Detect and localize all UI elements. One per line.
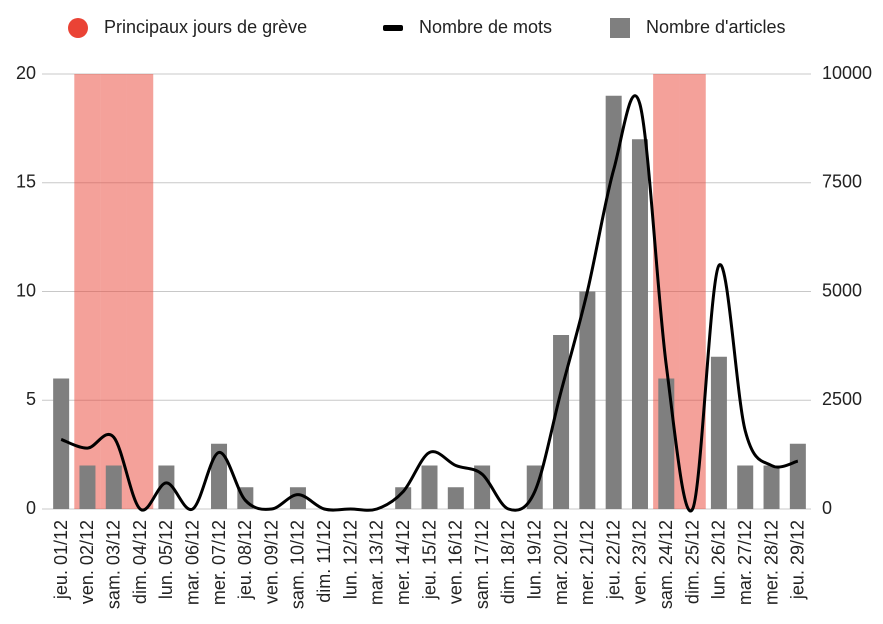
x-tick-label: jeu. 08/12: [235, 520, 255, 600]
bar: [158, 465, 175, 509]
legend-swatch: [68, 18, 88, 38]
x-tick-label: sam. 24/12: [656, 520, 676, 609]
y-tick-label: 5: [26, 389, 36, 409]
x-tick-label: ven. 23/12: [630, 520, 650, 604]
x-tick-label: lun. 26/12: [709, 520, 729, 599]
bar: [79, 465, 96, 509]
x-tick-label: lun. 05/12: [156, 520, 176, 599]
bar: [395, 487, 412, 509]
y2-tick-label: 5000: [822, 280, 862, 300]
bar: [631, 139, 648, 509]
bar: [53, 378, 70, 509]
y2-tick-label: 0: [822, 498, 832, 518]
bar: [579, 291, 596, 509]
x-tick-label: mar. 27/12: [735, 520, 755, 605]
legend-label: Principaux jours de grève: [104, 17, 307, 37]
bar: [658, 378, 675, 509]
x-tick-label: dim. 04/12: [130, 520, 150, 604]
y2-tick-label: 2500: [822, 389, 862, 409]
bar: [105, 465, 122, 509]
x-tick-label: mer. 07/12: [209, 520, 229, 605]
bar: [553, 335, 570, 509]
x-tick-label: jeu. 01/12: [51, 520, 71, 600]
x-tick-label: jeu. 29/12: [788, 520, 808, 600]
x-tick-label: dim. 18/12: [498, 520, 518, 604]
x-tick-label: ven. 16/12: [446, 520, 466, 604]
y-tick-label: 15: [16, 172, 36, 192]
bar: [789, 443, 806, 509]
x-tick-label: ven. 02/12: [77, 520, 97, 604]
x-tick-label: sam. 10/12: [288, 520, 308, 609]
x-tick-label: sam. 03/12: [104, 520, 124, 609]
x-tick-label: jeu. 15/12: [419, 520, 439, 600]
bar: [421, 465, 438, 509]
strike-band: [100, 74, 127, 509]
x-tick-label: mar. 06/12: [182, 520, 202, 605]
x-tick-label: sam. 17/12: [472, 520, 492, 609]
strike-band: [74, 74, 101, 509]
y-tick-label: 20: [16, 63, 36, 83]
line: [60, 94, 799, 513]
x-tick-label: mar. 20/12: [551, 520, 571, 605]
y-tick-label: 0: [26, 498, 36, 518]
x-tick-label: mer. 21/12: [577, 520, 597, 605]
x-tick-label: lun. 19/12: [524, 520, 544, 599]
x-tick-label: lun. 12/12: [340, 520, 360, 599]
legend-swatch: [383, 25, 403, 31]
y2-tick-label: 10000: [822, 63, 872, 83]
bar: [605, 95, 622, 509]
x-tick-label: dim. 25/12: [682, 520, 702, 604]
x-tick-label: dim. 11/12: [314, 520, 334, 603]
bar: [763, 465, 780, 509]
bar: [211, 443, 228, 509]
x-tick-label: ven. 09/12: [261, 520, 281, 604]
legend-swatch: [610, 18, 630, 38]
bar: [737, 465, 754, 509]
strike-band: [126, 74, 154, 509]
y2-tick-label: 7500: [822, 172, 862, 192]
x-tick-label: mar. 13/12: [367, 520, 387, 605]
bar: [710, 356, 727, 509]
y-tick-label: 10: [16, 280, 36, 300]
x-tick-label: mer. 14/12: [393, 520, 413, 605]
legend-label: Nombre de mots: [419, 17, 552, 37]
x-tick-label: mer. 28/12: [761, 520, 781, 605]
x-tick-label: jeu. 22/12: [603, 520, 623, 600]
legend-label: Nombre d'articles: [646, 17, 785, 37]
bar: [289, 487, 306, 509]
bar: [447, 487, 464, 509]
